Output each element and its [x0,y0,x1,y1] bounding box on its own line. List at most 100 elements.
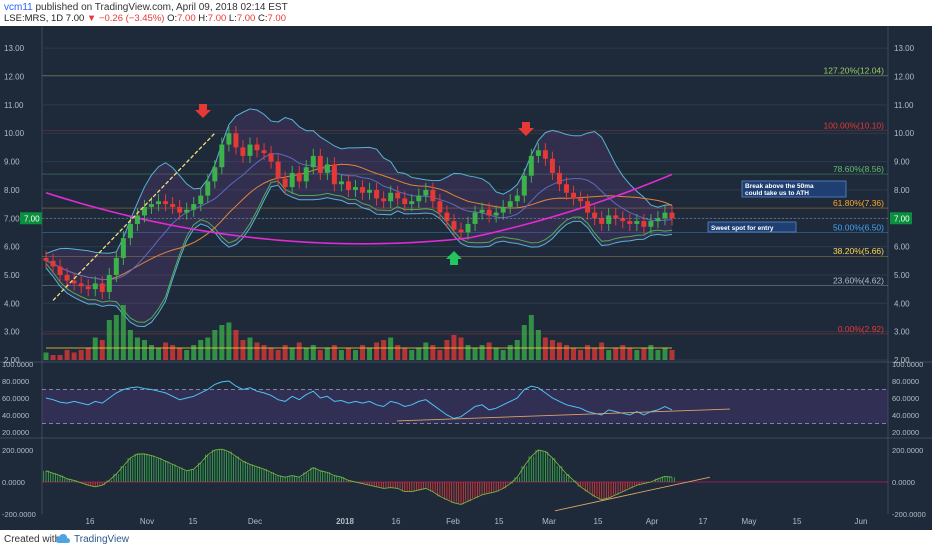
volume-bar [345,347,351,360]
symbol-line: LSE:MRS, 1D 7.00 ▼ −0.26 (−3.45%) O:7.00… [4,13,286,24]
rsi-line [45,380,673,419]
candle-body [613,215,619,219]
volume-bar [409,350,415,360]
price-axis-tick-right: 13.00 [894,44,915,53]
candle-body [317,155,323,173]
ma200-line [45,173,673,245]
candle-body [85,286,91,290]
volume-bar [542,337,548,360]
volume-bar [388,337,394,360]
volume-bar [669,350,675,360]
time-axis-tick: Jun [855,517,868,526]
candle-body [479,209,485,213]
time-axis-tick: Dec [248,517,262,526]
price-axis-tick-right: 5.00 [894,271,910,280]
candle-body [451,221,457,230]
candle-body [127,223,133,239]
open-label: O: [167,13,178,24]
rsi-axis-tick-left: 40.0000 [2,411,29,420]
candle-body [549,158,555,173]
volume-bar [247,337,253,360]
volume-bar [43,352,49,360]
volume-bar [374,342,380,360]
volume-bar [226,322,232,360]
volume-bar [282,345,288,360]
last-price: 7.00 [65,13,85,24]
candle-body [296,172,302,182]
rsi-axis-tick-left: 80.0000 [2,377,29,386]
volume-bar [219,325,225,360]
tradingview-brand[interactable]: TradingView [74,534,130,545]
price-axis-tick-left: 8.00 [4,186,20,195]
trendline-up [52,132,216,301]
candle-body [226,133,232,145]
rsi-band-fill [42,389,888,424]
symbol-label[interactable]: LSE:MRS, 1D [4,13,64,24]
candle-body [50,260,56,267]
macd-axis-tick-right: 200.0000 [892,446,923,455]
volume-bar [324,347,330,360]
fib-level-label: 100.00%(10.10) [824,120,885,130]
candle-body [620,218,626,222]
ma20-line [45,153,673,281]
candle-body [514,195,520,202]
candle-body [156,201,162,205]
candle-body [556,172,562,185]
candle-body [507,201,513,207]
time-axis-tick: 15 [189,517,198,526]
candle-body [310,155,316,168]
volume-bar [465,345,471,360]
volume-bar [268,347,274,360]
volume-bar [416,347,422,360]
volume-bar [141,340,147,360]
fib-level-label: 78.60%(8.56) [833,164,884,174]
current-price-badge-left [20,212,42,225]
candle-body [149,204,155,207]
author-link[interactable]: vcm11 [4,2,33,13]
price-axis-tick-left: 12.00 [4,73,25,82]
price-change: ▼ −0.26 (−3.45%) [86,13,165,24]
volume-bar [331,345,337,360]
volume-bar [662,347,668,360]
candle-body [458,229,464,233]
rsi-axis-tick-left: 20.0000 [2,428,29,437]
price-axis-tick-left: 13.00 [4,44,25,53]
bollinger-upper [45,108,673,255]
candle-body [99,283,105,292]
candle-body [177,206,183,213]
time-axis-tick: Mar [542,517,556,526]
candle-body [163,201,169,205]
volume-bar [310,345,316,360]
volume-bar [451,335,457,360]
volume-bar [500,350,506,360]
candle-body [465,223,471,233]
candle-body [437,201,443,213]
volume-bar [655,350,661,360]
volume-bar [479,345,485,360]
keltner-lower [45,180,673,323]
trading-chart[interactable]: 13.00 13.00 12.00 12.00 11.00 11.00 10.00 10.00… [0,26,932,530]
volume-bar [507,345,513,360]
volume-bar [472,347,478,360]
candle-body [254,144,260,151]
time-axis-tick: 15 [793,517,802,526]
volume-bar [254,342,260,360]
volume-bar [92,337,98,360]
time-axis-tick: 15 [594,517,603,526]
volume-bar [177,347,183,360]
footer: Created with TradingView [0,530,932,550]
volume-bar [184,350,190,360]
macd-axis-tick-left: -200.0000 [2,510,36,519]
candle-body [303,167,309,182]
candle-body [367,189,373,193]
volume-bar [620,345,626,360]
candle-body [106,274,112,292]
volume-bar [634,350,640,360]
candle-body [78,283,84,287]
volume-bar [198,340,204,360]
fib-level-label: 127.20%(12.04) [824,65,885,75]
candle-body [233,133,239,148]
candle-body [627,221,633,224]
volume-bar [528,315,534,360]
price-axis-tick-right: 12.00 [894,73,915,82]
